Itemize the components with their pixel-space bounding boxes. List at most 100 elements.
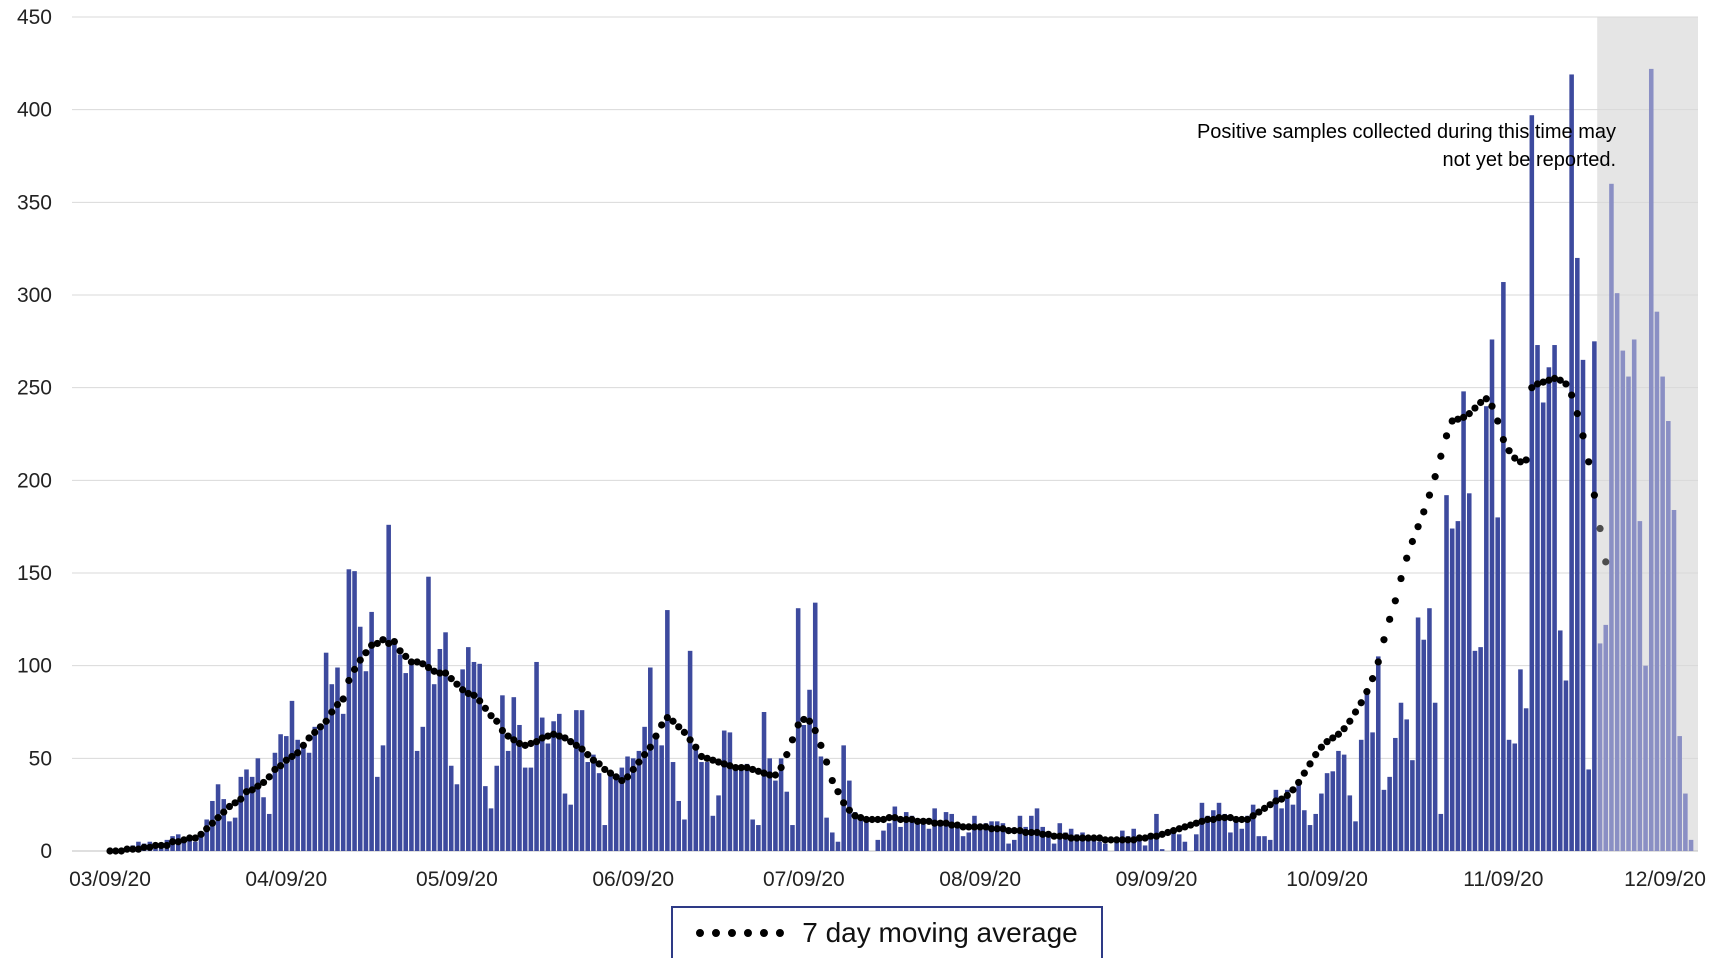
bar	[943, 812, 949, 851]
moving-average-point	[333, 700, 342, 709]
bar	[1216, 802, 1222, 851]
moving-average-point	[493, 717, 501, 725]
moving-average-point	[203, 825, 211, 833]
moving-average-point	[1215, 814, 1223, 822]
bar	[1478, 647, 1483, 851]
bar	[892, 806, 898, 851]
bar	[1626, 376, 1631, 851]
bar	[1444, 495, 1449, 851]
moving-average-point	[896, 815, 905, 824]
moving-average-point	[584, 751, 592, 759]
moving-average-point	[703, 754, 711, 762]
bar	[1324, 773, 1330, 851]
bar	[517, 724, 522, 851]
legend: 7 day moving average	[671, 906, 1103, 958]
legend-label: 7 day moving average	[802, 917, 1078, 948]
bar	[596, 773, 602, 851]
bar	[312, 726, 318, 851]
moving-average-point	[845, 806, 853, 814]
moving-average-point	[976, 823, 984, 831]
bar	[380, 745, 386, 851]
moving-average-point	[356, 656, 364, 664]
moving-average-point	[794, 721, 802, 729]
x-tick-label: 12/09/20	[1624, 868, 1706, 891]
bar	[1580, 359, 1586, 851]
bar	[340, 713, 346, 851]
moving-average-point	[822, 758, 831, 766]
moving-average-point	[1226, 814, 1234, 822]
y-tick-label: 350	[17, 191, 52, 214]
moving-average-point	[1477, 398, 1485, 407]
bar	[1455, 521, 1461, 851]
moving-average-point	[749, 765, 757, 774]
bar	[494, 765, 500, 851]
bar	[693, 749, 699, 851]
moving-average-point	[402, 652, 410, 661]
y-tick-label: 100	[17, 655, 52, 678]
moving-average-point	[754, 767, 762, 775]
bar	[1154, 813, 1159, 851]
moving-average-point	[1306, 760, 1314, 768]
bar	[244, 769, 249, 851]
bar	[579, 710, 585, 851]
bar	[994, 821, 1000, 851]
moving-average-point	[743, 764, 751, 772]
moving-average-point	[294, 749, 302, 757]
bar	[289, 700, 295, 851]
bar	[852, 812, 858, 851]
moving-average-point	[1277, 795, 1286, 803]
moving-average-point	[231, 799, 239, 807]
y-tick-label: 150	[17, 562, 52, 585]
bar	[875, 839, 881, 851]
moving-average-point	[572, 741, 580, 749]
moving-average-point	[1454, 415, 1462, 423]
bar	[1080, 832, 1085, 851]
bar	[767, 758, 772, 851]
bar	[284, 736, 289, 851]
bar	[613, 776, 619, 851]
bar	[801, 724, 807, 851]
moving-average-point	[1135, 834, 1143, 842]
moving-average-point	[834, 788, 842, 796]
moving-average-point	[709, 756, 717, 764]
moving-average-point	[606, 769, 615, 777]
bar	[1211, 810, 1216, 851]
moving-average-point	[999, 825, 1007, 833]
bar	[1233, 817, 1239, 851]
bar	[249, 776, 255, 851]
bar	[642, 726, 647, 851]
moving-average-point	[1471, 404, 1479, 412]
moving-average-point	[1414, 523, 1422, 531]
bar	[1284, 789, 1290, 851]
moving-average-point	[1488, 402, 1496, 410]
bar	[1683, 793, 1688, 851]
y-tick-label: 200	[17, 469, 52, 492]
bar	[750, 819, 755, 851]
bar	[824, 817, 829, 851]
bar	[864, 819, 869, 851]
moving-average-point	[242, 788, 251, 796]
moving-average-point	[527, 739, 535, 748]
moving-average-point	[868, 815, 876, 824]
moving-average-point	[1198, 817, 1206, 825]
moving-average-point	[692, 743, 700, 751]
moving-average-point	[288, 752, 296, 761]
bar	[1370, 732, 1375, 851]
moving-average-point	[1550, 374, 1559, 382]
bar	[1501, 282, 1506, 851]
moving-average-point	[117, 847, 125, 855]
moving-average-point	[510, 736, 518, 744]
moving-average-point	[675, 723, 683, 731]
bar	[488, 808, 494, 851]
bar	[1051, 843, 1057, 851]
moving-average-point	[1249, 812, 1257, 820]
bar	[1313, 813, 1318, 851]
moving-average-point	[669, 717, 677, 725]
bar	[1364, 691, 1370, 851]
moving-average-point	[396, 647, 404, 655]
bar	[1387, 776, 1392, 851]
bar	[1563, 680, 1569, 851]
moving-average-point	[601, 765, 609, 774]
moving-average-point	[515, 739, 524, 748]
moving-average-point	[1431, 473, 1439, 481]
